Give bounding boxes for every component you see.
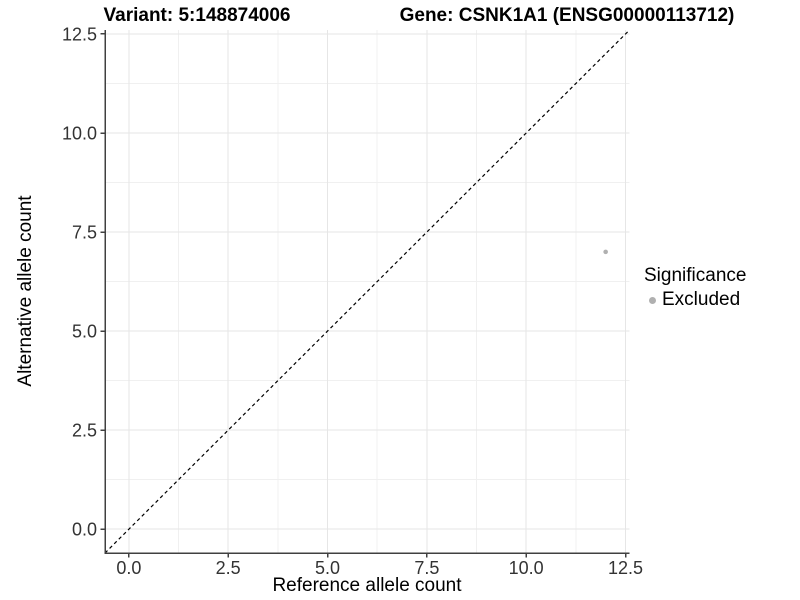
data-point [603, 249, 608, 255]
y-tick-label: 12.5 [62, 24, 97, 44]
identity-line [104, 29, 630, 554]
y-tick-label: 10.0 [62, 124, 97, 144]
y-tick-label: 7.5 [72, 223, 97, 243]
y-tick-label: 2.5 [72, 421, 97, 441]
legend-item-excluded: Excluded [644, 289, 746, 311]
x-tick-label: 12.5 [608, 558, 643, 578]
x-tick-label: 2.5 [216, 558, 241, 578]
y-tick-label: 5.0 [72, 322, 97, 342]
x-tick-label: 7.5 [414, 558, 439, 578]
x-tick-label: 10.0 [509, 558, 544, 578]
x-tick-label: 5.0 [315, 558, 340, 578]
legend-title: Significance [644, 265, 747, 286]
gene-title: Gene: CSNK1A1 (ENSG00000113712) [399, 5, 735, 26]
x-axis-title: Reference allele count [272, 575, 462, 596]
y-axis-title: Alternative allele count [15, 195, 36, 387]
x-tick-label: 0.0 [116, 558, 141, 578]
variant-title: Variant: 5:148874006 [103, 5, 291, 26]
excluded-point-icon [649, 296, 656, 304]
y-tick-label: 0.0 [72, 520, 97, 540]
legend-item-label: Excluded [662, 289, 741, 310]
legend: Significance Excluded [644, 265, 746, 311]
